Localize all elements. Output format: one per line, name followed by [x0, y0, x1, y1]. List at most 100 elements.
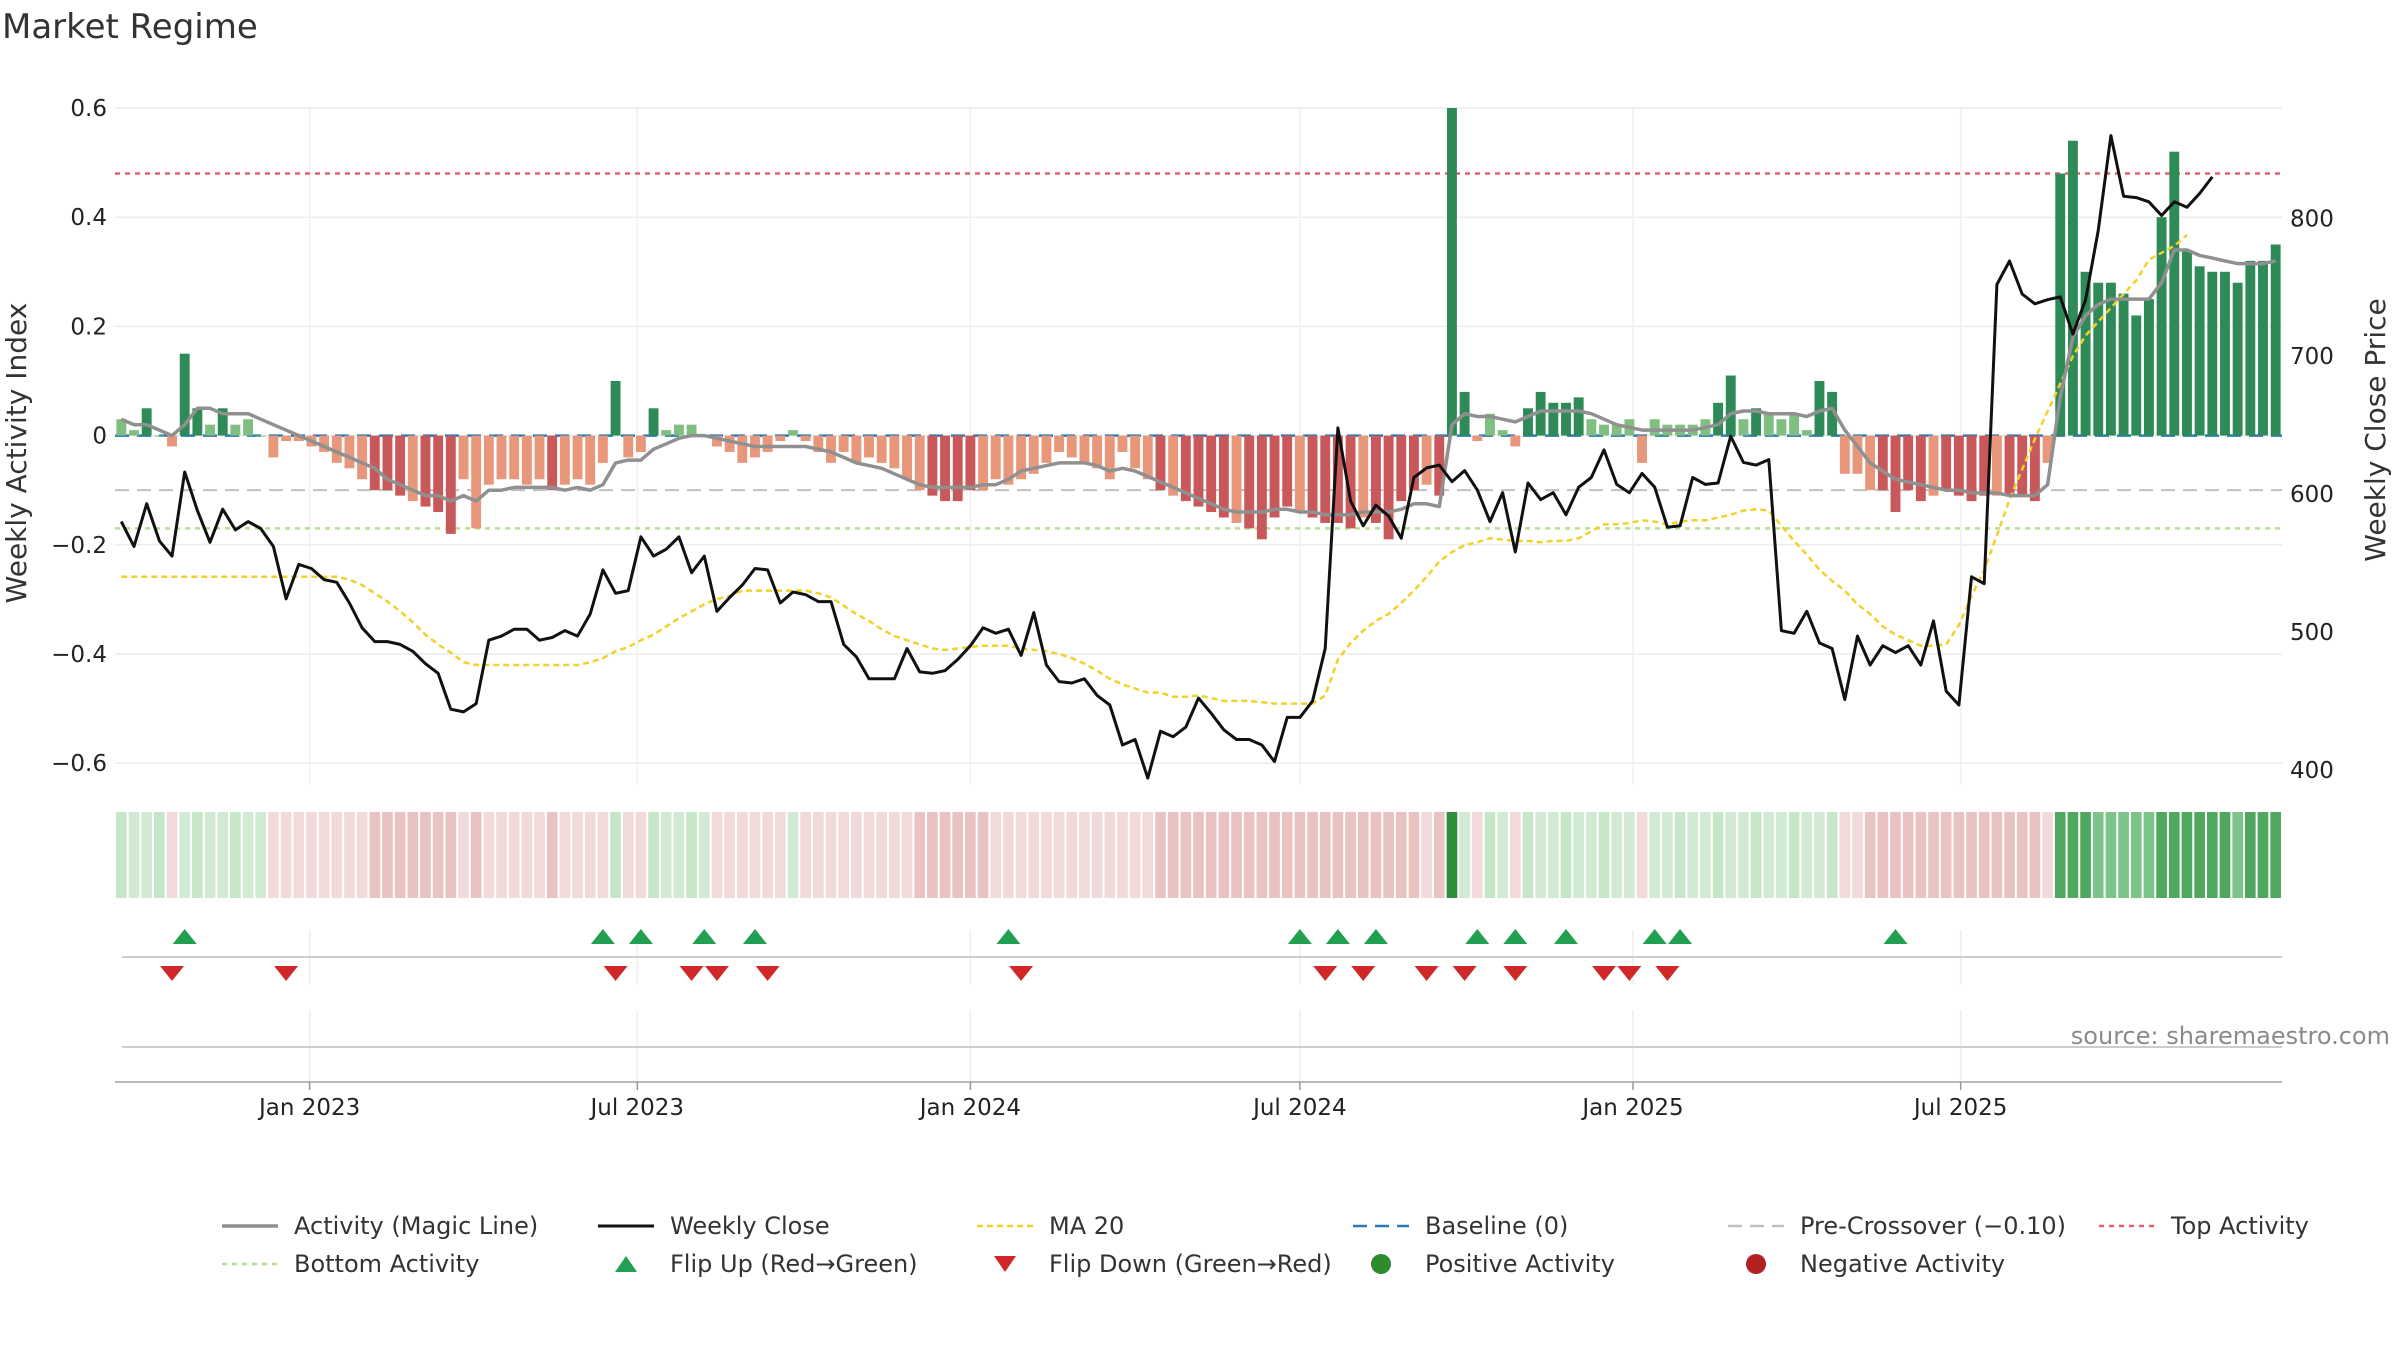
- activity-bar: [2131, 315, 2142, 436]
- regime-strip-cell: [1155, 812, 1166, 898]
- regime-strip-cell: [1573, 812, 1584, 898]
- regime-strip-cell: [1053, 812, 1065, 898]
- regime-strip-cell: [1801, 812, 1813, 898]
- activity-bar: [851, 435, 862, 463]
- activity-bar: [1294, 435, 1305, 513]
- activity-bar: [154, 435, 165, 437]
- activity-bar: [1903, 435, 1914, 491]
- activity-bar: [1953, 435, 1964, 496]
- activity-bar: [1345, 435, 1356, 529]
- activity-bar: [2118, 293, 2129, 436]
- y-tick-label: 0: [92, 424, 107, 450]
- regime-strip-cell: [2029, 812, 2041, 898]
- activity-bar: [1991, 435, 2002, 496]
- activity-bar: [1054, 435, 1065, 452]
- regime-strip-cell: [851, 812, 862, 898]
- activity-bar: [1142, 435, 1153, 480]
- activity-bar: [775, 435, 786, 442]
- activity-bar: [1155, 435, 1166, 491]
- regime-strip-cell: [1319, 812, 1331, 898]
- flip-down-marker: [1414, 966, 1439, 981]
- x-tick-label: Jul 2023: [588, 1095, 684, 1121]
- activity-bar: [1649, 419, 1660, 436]
- regime-strip-cell: [1826, 812, 1838, 898]
- activity-bar: [585, 435, 596, 485]
- activity-bar: [2055, 173, 2066, 436]
- activity-bar: [2270, 244, 2281, 436]
- x-tick-label: Jul 2025: [1912, 1095, 2008, 1121]
- regime-strip-cell: [1750, 812, 1762, 898]
- regime-strip-cell: [1028, 812, 1040, 898]
- activity-bar: [2156, 217, 2167, 436]
- regime-strip-cell: [496, 812, 507, 898]
- legend-label: Pre-Crossover (−0.10): [1800, 1212, 2066, 1240]
- flip-down-marker: [160, 966, 185, 981]
- activity-bar: [2143, 299, 2154, 436]
- regime-strip-cell: [470, 812, 482, 898]
- activity-bar: [331, 435, 342, 463]
- regime-strip-cell: [597, 812, 609, 898]
- regime-strip-cell: [1738, 812, 1749, 898]
- activity-bar: [319, 435, 330, 452]
- activity-bar: [1079, 435, 1090, 463]
- flip-down-marker: [1313, 966, 1338, 981]
- regime-strip: [116, 812, 2281, 898]
- activity-bar: [1751, 408, 1762, 436]
- regime-strip-cell: [2244, 812, 2256, 898]
- regime-strip-cell: [1041, 812, 1052, 898]
- x-tick-label: Jan 2025: [1580, 1095, 1683, 1121]
- regime-strip-cell: [686, 812, 697, 898]
- regime-strip-cell: [1471, 812, 1483, 898]
- activity-bar: [1092, 435, 1103, 469]
- regime-strip-cell: [116, 812, 127, 898]
- activity-bar: [344, 435, 355, 469]
- activity-bar: [2220, 271, 2230, 436]
- regime-strip-cell: [1269, 812, 1280, 898]
- regime-strip-cell: [306, 812, 317, 898]
- regime-strip-cell: [2118, 812, 2129, 898]
- activity-bar: [2067, 140, 2078, 436]
- regime-strip-cell: [1649, 812, 1661, 898]
- activity-bar: [1738, 419, 1749, 436]
- y-tick-label: 0.2: [70, 314, 107, 340]
- regime-strip-cell: [2105, 812, 2117, 898]
- activity-bar: [724, 435, 735, 452]
- y-tick-label: 0.4: [70, 205, 107, 231]
- regime-strip-cell: [1142, 812, 1154, 898]
- activity-bar: [1776, 419, 1787, 436]
- regime-strip-cell: [280, 812, 292, 898]
- legend-label: Flip Up (Red→Green): [670, 1250, 918, 1278]
- regime-strip-cell: [2054, 812, 2066, 898]
- legend-label: Weekly Close: [670, 1212, 830, 1240]
- legend-label: Baseline (0): [1425, 1212, 1568, 1240]
- activity-bar: [357, 435, 368, 480]
- regime-strip-cell: [1117, 812, 1128, 898]
- regime-strip-cell: [1776, 812, 1787, 898]
- activity-bar: [521, 435, 532, 485]
- regime-strip-cell: [2067, 812, 2079, 898]
- regime-strip-cell: [1307, 812, 1318, 898]
- regime-strip-cell: [762, 812, 773, 898]
- regime-strip-cell: [813, 812, 824, 898]
- activity-bar: [1966, 435, 1977, 502]
- flip-up-marker: [1554, 929, 1579, 944]
- regime-strip-cell: [1167, 812, 1179, 898]
- regime-strip-cell: [889, 812, 900, 898]
- activity-bar: [496, 435, 507, 480]
- regime-strip-cell: [1243, 812, 1255, 898]
- activity-bar: [433, 435, 444, 513]
- regime-strip-cell: [610, 812, 621, 898]
- activity-bar: [559, 435, 570, 485]
- regime-strip-cell: [927, 812, 938, 898]
- regime-strip-cell: [217, 812, 229, 898]
- regime-strip-cell: [2194, 812, 2205, 898]
- activity-bar: [420, 435, 431, 507]
- activity-bar: [1548, 402, 1559, 436]
- regime-strip-cell: [534, 812, 545, 898]
- y-tick-label: −0.2: [51, 533, 107, 559]
- flip-up-marker: [692, 929, 717, 944]
- activity-bar: [635, 435, 646, 452]
- activity-bar: [1003, 435, 1014, 485]
- regime-strip-cell: [1598, 812, 1610, 898]
- series-lines: [119, 134, 2277, 780]
